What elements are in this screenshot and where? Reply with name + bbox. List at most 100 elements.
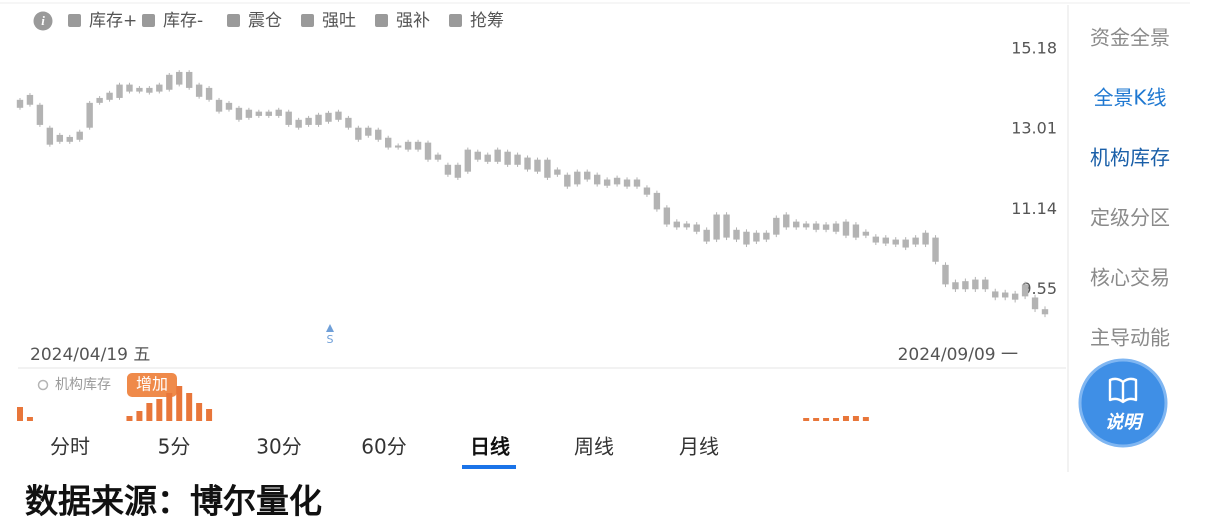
candle-body <box>783 214 790 228</box>
candle-body <box>922 232 929 245</box>
info-icon-glyph: i <box>41 13 45 28</box>
candle-body <box>305 117 312 125</box>
period-tab[interactable]: 周线 <box>574 435 614 459</box>
candle-body <box>265 111 272 116</box>
candle-body <box>842 221 850 236</box>
candle-body <box>195 84 203 97</box>
candle-body <box>872 236 880 243</box>
inventory-bar <box>823 418 830 421</box>
sidebar-item[interactable]: 核心交易 <box>1090 266 1170 290</box>
candle-body <box>494 149 501 162</box>
candle-body <box>892 239 899 245</box>
period-tab[interactable]: 60分 <box>361 435 406 459</box>
sidebar-item[interactable]: 定级分区 <box>1090 206 1170 230</box>
candle-body <box>26 94 34 105</box>
legend-label: 强补 <box>396 11 430 31</box>
legend-swatch <box>68 14 81 27</box>
info-icon-circle <box>33 11 53 31</box>
candle-body <box>365 127 372 136</box>
candle-body <box>215 99 223 112</box>
candle-body <box>912 237 919 245</box>
sidebar-item[interactable]: 机构库存 <box>1090 146 1170 170</box>
candle-body <box>793 221 800 228</box>
candle-body <box>1041 309 1049 315</box>
candle-body <box>822 224 830 230</box>
inventory-bar <box>196 403 203 421</box>
s-marker-label: S <box>327 333 334 346</box>
candle-body <box>733 229 740 240</box>
candle-body <box>673 221 680 228</box>
period-tab[interactable]: 日线 <box>470 435 510 459</box>
date-label: 2024/09/09 一 <box>898 345 1018 365</box>
inventory-bar <box>206 409 213 421</box>
candle-body <box>474 151 481 160</box>
candle-body <box>763 232 770 240</box>
candle-body <box>584 171 591 180</box>
candle-body <box>46 127 54 145</box>
candle-body <box>574 171 581 185</box>
candle-body <box>106 92 113 100</box>
candle-body <box>992 291 999 298</box>
candle-body <box>484 154 491 162</box>
candle-body <box>355 127 362 140</box>
inventory-bar <box>803 418 810 421</box>
candle-body <box>345 117 352 128</box>
candle-body <box>126 84 133 92</box>
candle-body <box>633 179 641 187</box>
inventory-bar <box>146 403 153 421</box>
candle-body <box>235 107 243 120</box>
inventory-bar <box>156 399 163 421</box>
sidebar-item[interactable]: 资金全景 <box>1090 26 1170 50</box>
inventory-bar <box>26 417 33 421</box>
candle-body <box>603 179 611 186</box>
candle-body <box>942 264 949 285</box>
candle-body <box>932 237 939 262</box>
date-label: 2024/04/19 五 <box>30 345 150 365</box>
candle-body <box>434 154 442 160</box>
candle-body <box>205 87 213 100</box>
candle-body <box>643 187 651 195</box>
candle-body <box>862 231 870 236</box>
period-tab[interactable]: 5分 <box>158 435 191 459</box>
candle-body <box>802 223 810 228</box>
legend-swatch <box>375 14 388 27</box>
candle-body <box>514 154 521 165</box>
candle-body <box>275 109 282 116</box>
candle-body <box>1021 284 1029 297</box>
candle-body <box>245 109 253 118</box>
candle-body <box>156 84 163 92</box>
candle-body <box>285 111 292 125</box>
candle-body <box>394 145 402 148</box>
candle-body <box>693 224 700 232</box>
inventory-bar <box>813 418 820 421</box>
candle-body <box>225 102 233 110</box>
candle-body <box>1031 297 1039 310</box>
candle-body <box>504 151 511 165</box>
candle-body <box>972 279 979 290</box>
inventory-title: 机构库存 <box>37 377 111 393</box>
candle-body <box>335 111 342 120</box>
candle-body <box>882 237 889 244</box>
candle-body <box>166 74 173 90</box>
sidebar-item[interactable]: 全景K线 <box>1093 86 1166 110</box>
help-button[interactable]: 说明 <box>1078 358 1168 448</box>
legend-label: 抢筹 <box>470 11 504 31</box>
sidebar-item[interactable]: 主导动能 <box>1090 326 1170 350</box>
legend-swatch <box>227 14 240 27</box>
info-icon[interactable]: i <box>33 11 53 31</box>
candle-body <box>56 134 64 142</box>
book-icon <box>1108 377 1138 404</box>
candle-body <box>295 119 302 128</box>
candle-body <box>952 282 959 290</box>
inventory-label: 机构库存 <box>55 377 111 393</box>
legend-swatch <box>301 14 314 27</box>
period-tab[interactable]: 月线 <box>679 435 719 459</box>
candle-body <box>534 159 541 172</box>
period-tab[interactable]: 30分 <box>256 435 301 459</box>
candle-body <box>703 229 710 242</box>
period-tab[interactable]: 分时 <box>50 435 90 459</box>
candle-body <box>812 223 820 230</box>
candle-body <box>255 111 263 116</box>
candle-body <box>743 231 750 245</box>
